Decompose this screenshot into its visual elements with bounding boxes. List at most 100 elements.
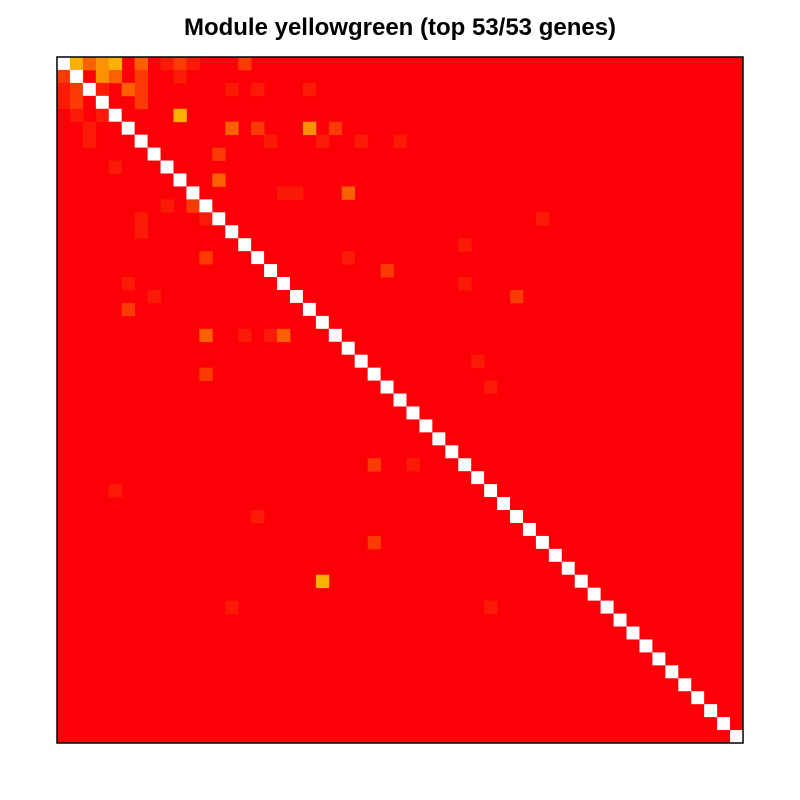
- heatmap-cell: [354, 134, 369, 148]
- diagonal-cell: [341, 341, 355, 355]
- heatmap-cell: [277, 328, 291, 343]
- heatmap-cell: [57, 95, 71, 110]
- heatmap-cell: [535, 212, 550, 226]
- diagonal-cell: [717, 717, 731, 731]
- heatmap-cell: [458, 238, 472, 252]
- heatmap-cell: [134, 69, 148, 84]
- heatmap-cell: [69, 82, 84, 97]
- heatmap-cell: [199, 367, 213, 381]
- heatmap-cell: [277, 186, 291, 200]
- diagonal-cell: [328, 328, 342, 342]
- heatmap-cell: [69, 95, 84, 110]
- diagonal-cell: [264, 264, 278, 278]
- heatmap-cell: [212, 173, 226, 187]
- heatmap-cell: [251, 82, 265, 97]
- diagonal-cell: [484, 484, 498, 498]
- diagonal-cell: [613, 613, 627, 627]
- diagonal-cell: [535, 535, 549, 549]
- diagonal-cell: [302, 302, 316, 316]
- diagonal-cell: [251, 251, 265, 265]
- plot-frame: [56, 56, 744, 744]
- diagonal-cell: [57, 57, 70, 70]
- diagonal-cell: [289, 289, 303, 303]
- diagonal-cell: [212, 212, 226, 226]
- diagonal-cell: [160, 160, 174, 174]
- diagonal-cell: [121, 121, 135, 135]
- heatmap-cell: [367, 535, 381, 550]
- heatmap-cell: [458, 277, 472, 291]
- heatmap-cell: [238, 328, 252, 343]
- diagonal-cell: [652, 652, 666, 666]
- diagonal-cell: [108, 108, 122, 122]
- heatmap-cell: [251, 510, 265, 524]
- diagonal-cell: [639, 639, 653, 653]
- heatmap-cell: [302, 82, 317, 97]
- diagonal-cell: [574, 574, 588, 588]
- heatmap-cell: [82, 134, 97, 148]
- diagonal-cell: [277, 277, 290, 290]
- heatmap-cell: [147, 289, 161, 304]
- heatmap-cell: [69, 57, 84, 71]
- diagonal-cell: [69, 69, 83, 83]
- heatmap-cell: [121, 302, 136, 317]
- diagonal-cell: [380, 380, 394, 394]
- heatmap-cell: [199, 328, 213, 343]
- diagonal-cell: [730, 730, 743, 743]
- diagonal-cell: [134, 134, 148, 148]
- heatmap-cell: [406, 458, 420, 472]
- heatmap-cell: [160, 199, 174, 213]
- heatmap-cell: [134, 57, 148, 71]
- heatmap-cell: [199, 212, 213, 226]
- heatmap-cell: [108, 484, 123, 498]
- heatmap-cell: [95, 69, 110, 84]
- heatmap-cell: [225, 600, 239, 614]
- diagonal-cell: [406, 406, 420, 420]
- heatmap-cell: [251, 121, 265, 136]
- diagonal-cell: [173, 173, 187, 187]
- heatmap-cell: [121, 82, 136, 97]
- diagonal-cell: [561, 561, 575, 575]
- heatmap-cell: [160, 57, 174, 71]
- heatmap-cell: [289, 186, 304, 200]
- diagonal-cell: [458, 458, 472, 472]
- diagonal-cell: [678, 678, 692, 692]
- diagonal-cell: [315, 315, 329, 329]
- heatmap-cell: [510, 289, 524, 304]
- heatmap-cell: [121, 277, 136, 291]
- diagonal-cell: [522, 522, 536, 536]
- diagonal-cell: [587, 587, 601, 601]
- heatmap-cell: [108, 160, 123, 174]
- heatmap-cell: [238, 57, 252, 71]
- heatmap-cell: [199, 251, 213, 265]
- diagonal-cell: [238, 238, 252, 252]
- diagonal-cell: [199, 199, 213, 213]
- diagonal-cell: [393, 393, 407, 407]
- diagonal-cell: [225, 225, 239, 239]
- diagonal-cell: [419, 419, 433, 433]
- diagonal-cell: [510, 510, 523, 523]
- diagonal-cell: [704, 704, 718, 718]
- diagonal-cell: [367, 367, 381, 381]
- heatmap-cell: [82, 57, 97, 71]
- diagonal-cell: [626, 626, 640, 640]
- heatmap-cell: [484, 380, 498, 394]
- diagonal-cell: [432, 432, 446, 446]
- heatmap-cell: [95, 57, 110, 71]
- heatmap-cell: [328, 121, 343, 136]
- heatmap-cell: [212, 147, 226, 161]
- diagonal-cell: [665, 665, 679, 679]
- heatmap-cell: [315, 134, 330, 148]
- heatmap-cell: [302, 121, 317, 136]
- heatmap-cell: [108, 69, 123, 84]
- heatmap-cell: [134, 95, 148, 110]
- heatmap-cell: [380, 264, 394, 278]
- heatmap-cell: [57, 69, 71, 84]
- diagonal-cell: [548, 548, 562, 562]
- heatmap-cell: [264, 328, 278, 343]
- diagonal-cell: [147, 147, 161, 161]
- heatmap-cell: [108, 57, 123, 71]
- diagonal-cell: [600, 600, 614, 614]
- heatmap-cell: [95, 108, 110, 123]
- heatmap-cell: [186, 57, 200, 71]
